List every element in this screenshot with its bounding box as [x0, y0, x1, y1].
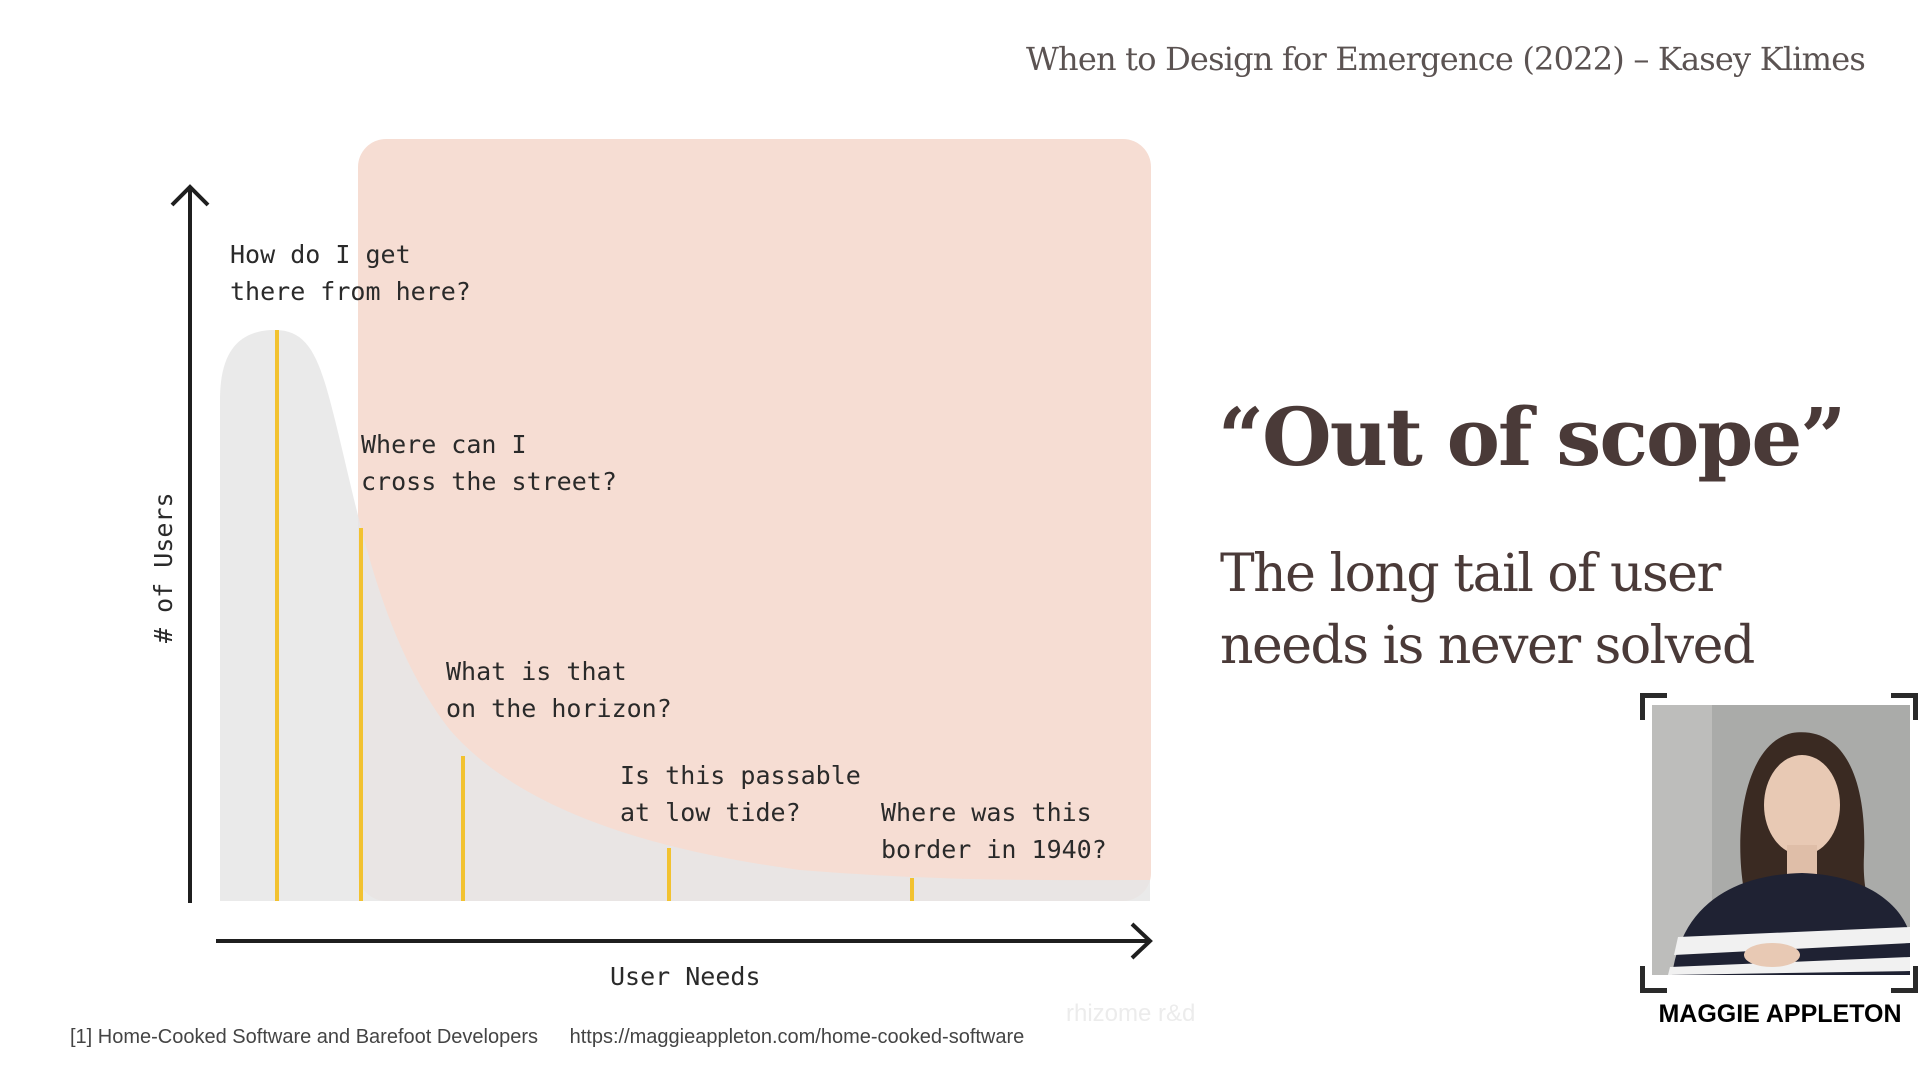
annotation-2-line2: cross the street? [361, 467, 617, 496]
slide-title: “Out of scope” [1218, 390, 1846, 484]
x-axis-arrowhead [1130, 922, 1153, 960]
slide-subtitle: The long tail of user needs is never sol… [1220, 538, 1780, 682]
out-of-scope-region [358, 139, 1151, 901]
annotation-3-line1: What is that [446, 657, 627, 686]
speaker-video-frame [1652, 705, 1910, 975]
frame-corner [1891, 966, 1918, 993]
frame-corner [1891, 693, 1918, 720]
y-axis-label: # of Users [149, 492, 178, 643]
frame-corner [1640, 693, 1667, 720]
speaker-name: MAGGIE APPLETON [1658, 1000, 1902, 1028]
subtitle-line-2: needs is never solved [1220, 616, 1755, 676]
frame-corner [1640, 966, 1667, 993]
annotation-1-line1: How do I get [230, 240, 411, 269]
annotation-3-line2: on the horizon? [446, 694, 672, 723]
x-axis-label: User Needs [610, 962, 761, 991]
y-axis-arrowhead [170, 184, 210, 207]
footnote-reference: [1] Home-Cooked Software and Barefoot De… [70, 1026, 539, 1048]
annotation-1-line2: there from here? [230, 277, 471, 306]
subtitle-line-1: The long tail of user [1220, 544, 1721, 604]
annotation-4-line1: Is this passable [620, 761, 861, 790]
annotation-4-line2: at low tide? [620, 798, 801, 827]
annotation-5-line1: Where was this [881, 798, 1092, 827]
footnote-url[interactable]: https://maggieappleton.com/home-cooked-s… [569, 1026, 1025, 1048]
speaker-portrait [1652, 705, 1910, 975]
annotation-5-line2: border in 1940? [881, 835, 1107, 864]
long-tail-curve [220, 330, 1150, 901]
long-tail-diagram: # of Users User Needs How do I get there… [149, 139, 1153, 991]
header-credit: When to Design for Emergence (2022) – Ka… [1025, 40, 1866, 78]
footnote: [1] Home-Cooked Software and Barefoot De… [70, 1026, 1024, 1049]
watermark: rhizome r&d [1066, 1000, 1196, 1027]
annotation-2-line1: Where can I [361, 430, 527, 459]
speaker-video [1640, 693, 1918, 993]
